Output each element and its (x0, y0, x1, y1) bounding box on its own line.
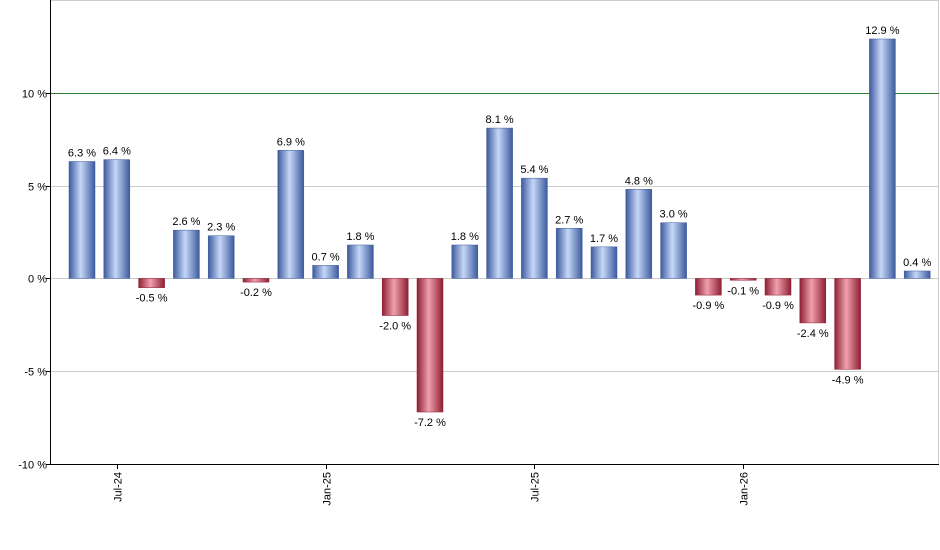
bar (590, 246, 618, 279)
bar (138, 278, 165, 288)
bar (242, 278, 270, 283)
data-label: -4.9 % (832, 374, 864, 386)
data-label: 3.0 % (660, 209, 688, 221)
bar (451, 244, 479, 279)
x-tick-label: Jul-25 (530, 472, 542, 502)
y-tick-label: 10 % (22, 89, 47, 101)
bar (695, 278, 722, 296)
data-label: 6.3 % (68, 147, 96, 159)
data-label: 5.4 % (520, 164, 548, 176)
y-tick-label: 0 % (28, 274, 47, 286)
bar (68, 161, 96, 279)
data-label: 1.7 % (590, 233, 618, 245)
bar (103, 159, 131, 279)
data-label: 6.4 % (103, 146, 131, 158)
data-label: 4.8 % (625, 175, 653, 187)
data-label: 6.9 % (277, 136, 305, 148)
bar (347, 244, 374, 279)
data-label: 8.1 % (486, 114, 514, 126)
bar (799, 278, 827, 324)
data-label: 0.4 % (903, 257, 931, 269)
bar (869, 38, 896, 279)
data-label: -2.4 % (797, 328, 829, 340)
bar (660, 222, 687, 279)
bar (381, 278, 409, 316)
data-label: -0.5 % (136, 293, 168, 305)
bar (486, 127, 513, 279)
bar (903, 270, 931, 279)
data-label: -0.2 % (240, 287, 272, 299)
bar (277, 150, 305, 279)
data-label: -7.2 % (414, 417, 446, 429)
y-tick-label: 5 % (28, 182, 47, 194)
bar (625, 189, 653, 279)
bar (312, 265, 339, 279)
data-label: 0.7 % (312, 251, 340, 263)
bar (729, 278, 757, 281)
data-labels: 6.3 % 6.4 % -0.5 % 2.6 % 2.3 % -0.2 % 6.9 % 0.7… (68, 25, 932, 429)
axes: 10 % 5 % 0 % -5 % -10 % Jul-24 Jan-25 Jul-25 Jan… (18, 0, 939, 506)
data-label: 2.6 % (172, 216, 200, 228)
data-label: -0.9 % (693, 300, 725, 312)
data-label: 2.7 % (555, 214, 583, 226)
data-label: -0.1 % (727, 285, 759, 297)
data-label: 2.3 % (207, 222, 235, 234)
bar (521, 177, 548, 279)
x-tick-label: Jan-26 (739, 472, 751, 506)
data-label: 1.8 % (451, 231, 479, 243)
data-label: 1.8 % (346, 231, 374, 243)
bar (555, 228, 583, 279)
bar (207, 235, 235, 279)
bar (834, 278, 861, 370)
bar (416, 278, 444, 413)
bar (173, 229, 200, 279)
y-tick-label: -5 % (24, 367, 47, 379)
y-tick-label: -10 % (18, 460, 47, 472)
data-label: -0.9 % (762, 300, 794, 312)
bar (764, 278, 792, 296)
x-tick-label: Jan-25 (322, 472, 334, 506)
data-label: 12.9 % (865, 25, 899, 37)
data-label: -2.0 % (379, 321, 411, 333)
x-tick-label: Jul-24 (113, 472, 125, 502)
bars (68, 38, 931, 413)
